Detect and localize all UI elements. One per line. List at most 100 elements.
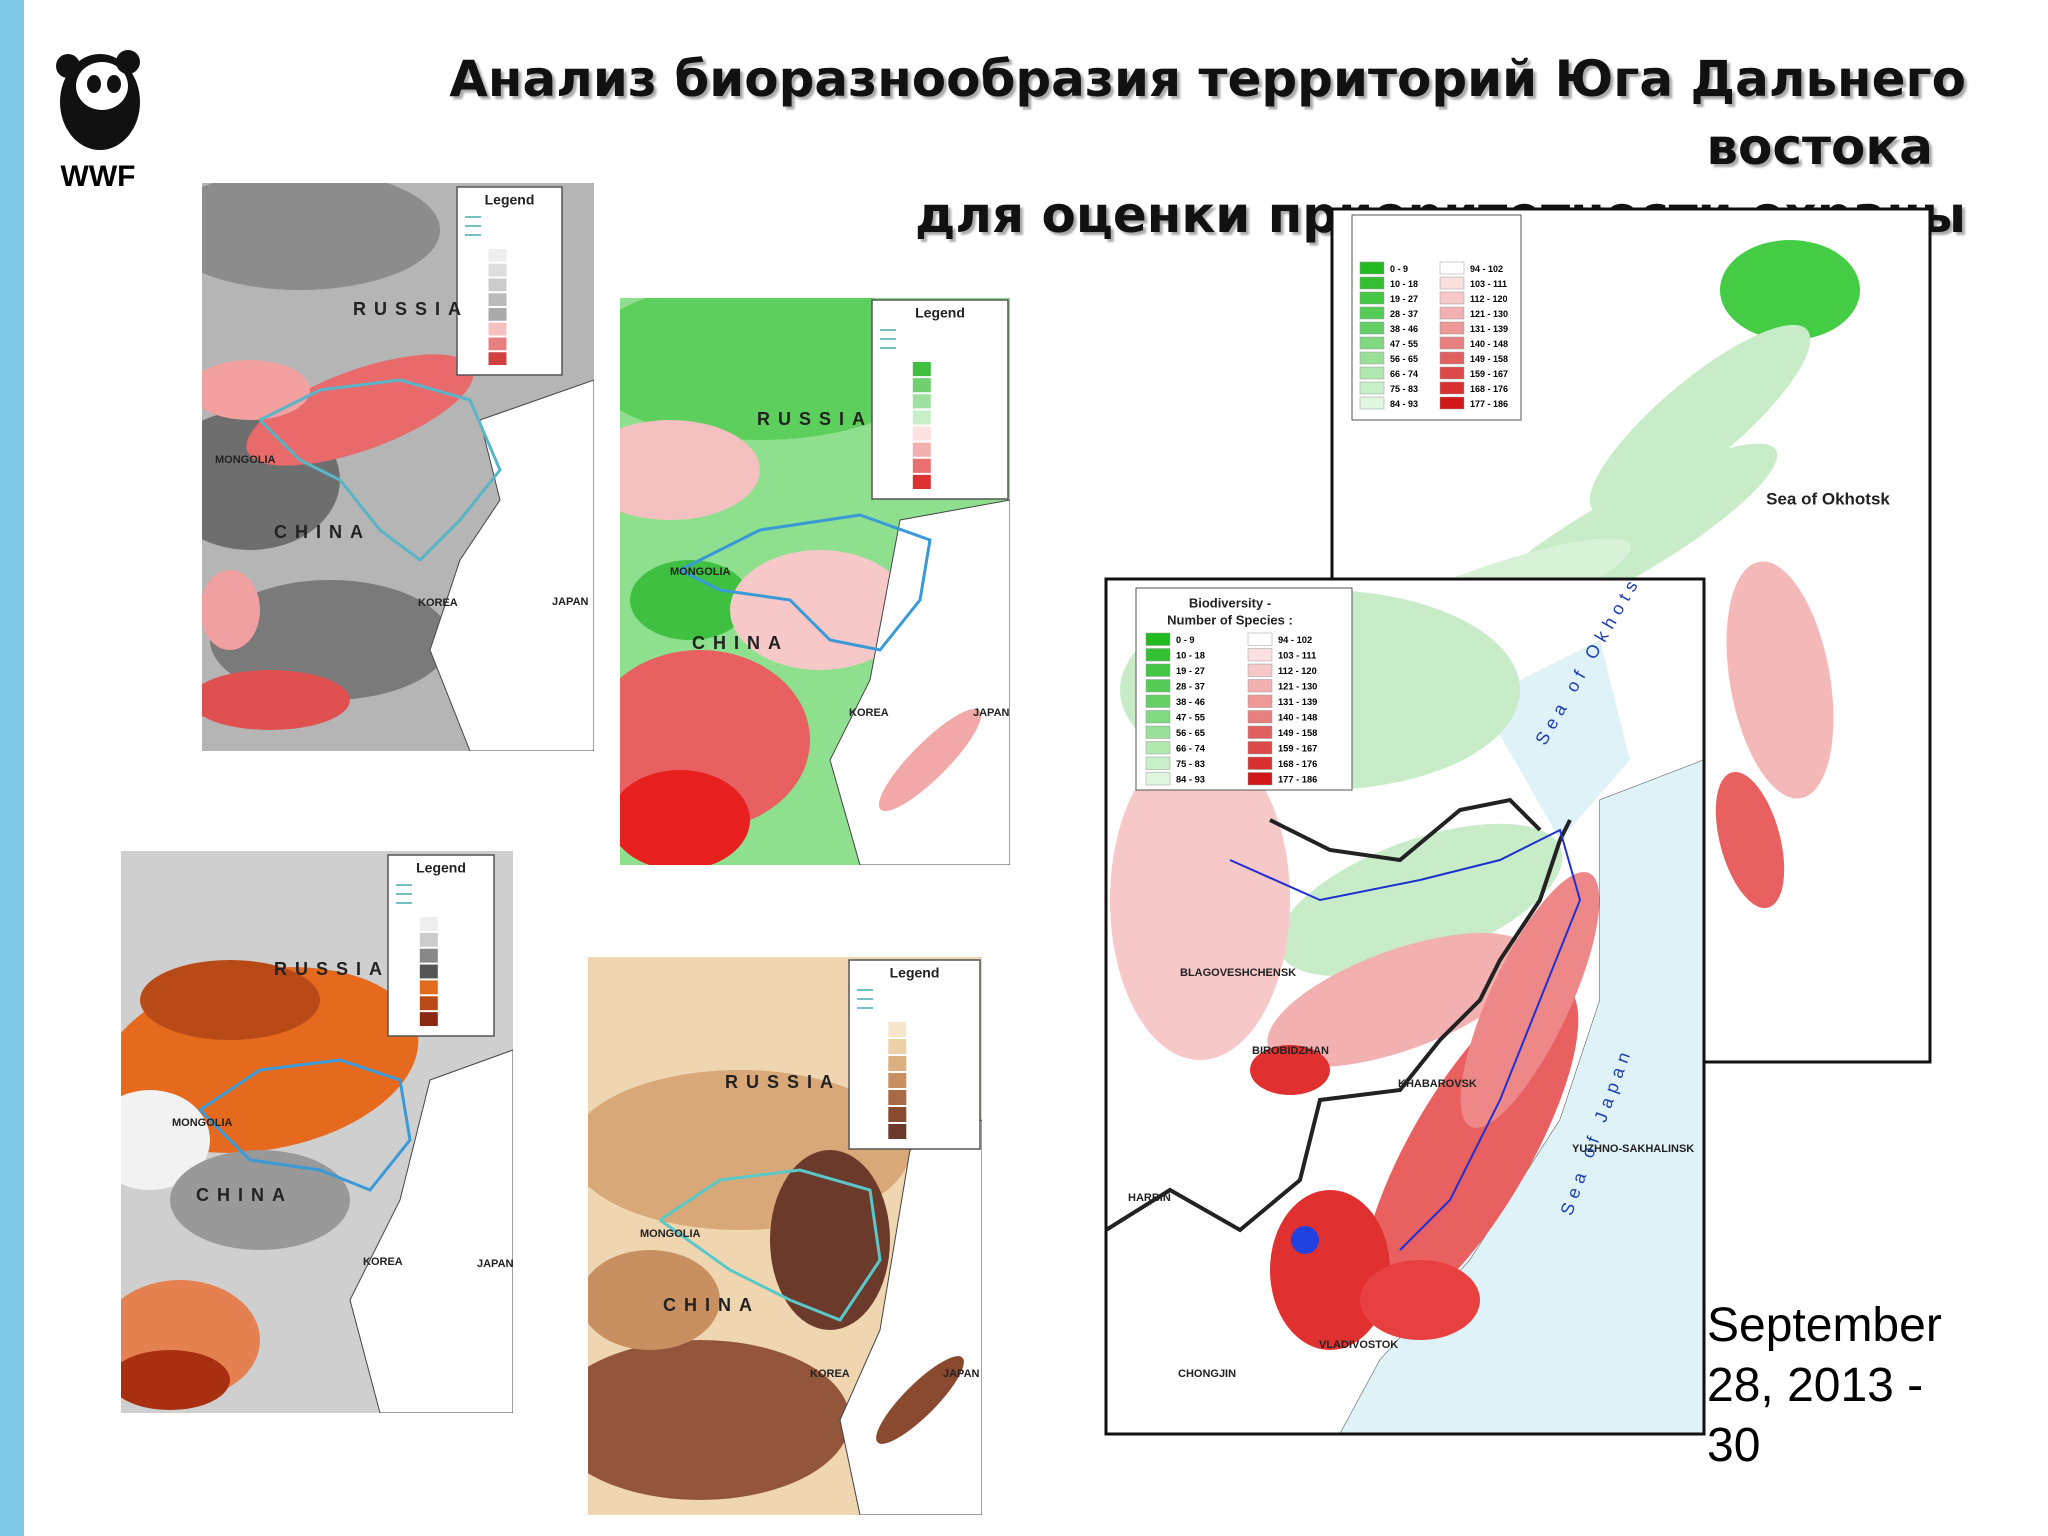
map-label: BLAGOVESHCHENSK xyxy=(1180,967,1296,979)
legend-swatch xyxy=(912,394,931,409)
legend-swatch xyxy=(912,378,931,393)
legend-swatch xyxy=(1359,396,1385,410)
region xyxy=(588,1340,850,1500)
legend-label: 121 - 130 xyxy=(1470,309,1508,319)
region xyxy=(1270,1190,1390,1350)
legend-swatch xyxy=(912,410,931,425)
map-label: JAPAN xyxy=(552,596,589,608)
legend-swatch xyxy=(1359,366,1385,380)
legend-swatch xyxy=(1247,663,1273,677)
legend-label: 19 - 27 xyxy=(1390,294,1418,304)
legend-label: 94 - 102 xyxy=(1470,264,1503,274)
region xyxy=(878,708,982,812)
region xyxy=(1267,932,1533,1068)
legend-label: 66 - 74 xyxy=(1176,744,1206,754)
legend-swatch xyxy=(1359,336,1385,350)
region xyxy=(1360,1260,1480,1340)
map-label: RUSSIA xyxy=(725,1072,841,1092)
legend-swatch xyxy=(1439,351,1465,365)
legend-swatch xyxy=(1439,276,1465,290)
legend-swatch xyxy=(1145,663,1171,677)
legend-swatch xyxy=(488,249,507,262)
legend-swatch xyxy=(912,362,931,377)
legend-label: 38 - 46 xyxy=(1390,324,1418,334)
legend-label: 19 - 27 xyxy=(1176,666,1205,676)
region xyxy=(730,550,910,670)
legend-swatch xyxy=(488,293,507,306)
legend-swatch xyxy=(1145,694,1171,708)
map-label: RUSSIA xyxy=(757,409,873,429)
region xyxy=(620,420,760,520)
map-label: CHONGJIN xyxy=(1178,1368,1236,1380)
legend-label: 131 - 139 xyxy=(1470,324,1508,334)
map-label: HARBIN xyxy=(1128,1192,1171,1204)
legend-label: 131 - 139 xyxy=(1278,697,1317,707)
legend-swatch xyxy=(1247,648,1273,662)
legend-swatch xyxy=(1359,321,1385,335)
sea xyxy=(839,1119,982,1515)
legend-label: 112 - 120 xyxy=(1278,666,1317,676)
map-label: KOREA xyxy=(810,1368,850,1380)
region xyxy=(246,354,474,466)
legend-label: 140 - 148 xyxy=(1470,339,1508,349)
legend-swatch xyxy=(488,337,507,351)
panda-eye xyxy=(87,75,101,93)
region xyxy=(770,1150,890,1330)
legend-label: 177 - 186 xyxy=(1470,399,1508,409)
date: September 28, 2013 - 30 xyxy=(1707,1299,1942,1472)
legend-swatch xyxy=(912,442,931,457)
legend-swatch xyxy=(488,278,507,292)
boundary xyxy=(1106,819,1572,1233)
region xyxy=(1720,240,1860,340)
legend-label: 149 - 158 xyxy=(1470,354,1508,364)
map-label: CHINA xyxy=(196,1185,293,1205)
region xyxy=(630,560,750,640)
marker xyxy=(1291,1226,1319,1254)
legend-swatch xyxy=(1247,694,1273,708)
legend-swatch xyxy=(1439,306,1465,320)
map-label: KOREA xyxy=(418,597,458,609)
map-label: MONGOLIA xyxy=(640,1228,701,1240)
map-label: CHINA xyxy=(663,1295,760,1315)
map-label: Sea of Okhotsk xyxy=(1766,489,1890,508)
map-label: VLADIVOSTOK xyxy=(1319,1339,1398,1351)
panda-face xyxy=(76,62,128,110)
map-label: KHABAROVSK xyxy=(1398,1078,1477,1090)
map-label: JAPAN xyxy=(973,707,1010,719)
legend-label: 103 - 111 xyxy=(1470,279,1507,289)
legend-label: 103 - 111 xyxy=(1278,651,1316,661)
legend-swatch xyxy=(1439,396,1465,410)
region xyxy=(121,1090,210,1190)
region xyxy=(202,360,310,420)
legend-swatch xyxy=(488,352,507,365)
map-label: Legend xyxy=(915,305,965,321)
legend-label: 56 - 65 xyxy=(1390,354,1418,364)
map-label: RUSSIA xyxy=(353,299,469,319)
map: Legend RUSSIA MONGOLIA CHINA KOREA JAPAN xyxy=(202,183,594,751)
legend-swatch xyxy=(888,1107,907,1122)
legend-swatch xyxy=(1247,725,1273,739)
legend-swatch xyxy=(419,932,438,947)
legend-swatch xyxy=(419,980,438,995)
legend-swatch xyxy=(1145,632,1171,646)
legend-label: 168 - 176 xyxy=(1470,384,1508,394)
legend-swatch xyxy=(1359,381,1385,395)
legend-swatch xyxy=(1247,679,1273,693)
map-label: YUZHNO-SAKHALINSK xyxy=(1572,1143,1694,1155)
map-label: CHINA xyxy=(274,522,371,542)
map-label: CHINA xyxy=(692,633,789,653)
legend-label: 47 - 55 xyxy=(1176,713,1205,723)
legend-swatch xyxy=(888,1056,907,1071)
legend-label: 75 - 83 xyxy=(1390,384,1418,394)
legend-swatch xyxy=(419,1012,438,1026)
legend-swatch xyxy=(1247,741,1273,755)
legend-swatch xyxy=(1247,710,1273,724)
region xyxy=(876,1356,964,1444)
legend-swatch xyxy=(1247,772,1273,786)
map-label: JAPAN xyxy=(943,1368,980,1380)
map-label: Number of Species : xyxy=(1167,612,1293,627)
legend-swatch xyxy=(1145,710,1171,724)
legend-label: 28 - 37 xyxy=(1176,682,1205,692)
legend-swatch xyxy=(1359,291,1385,305)
